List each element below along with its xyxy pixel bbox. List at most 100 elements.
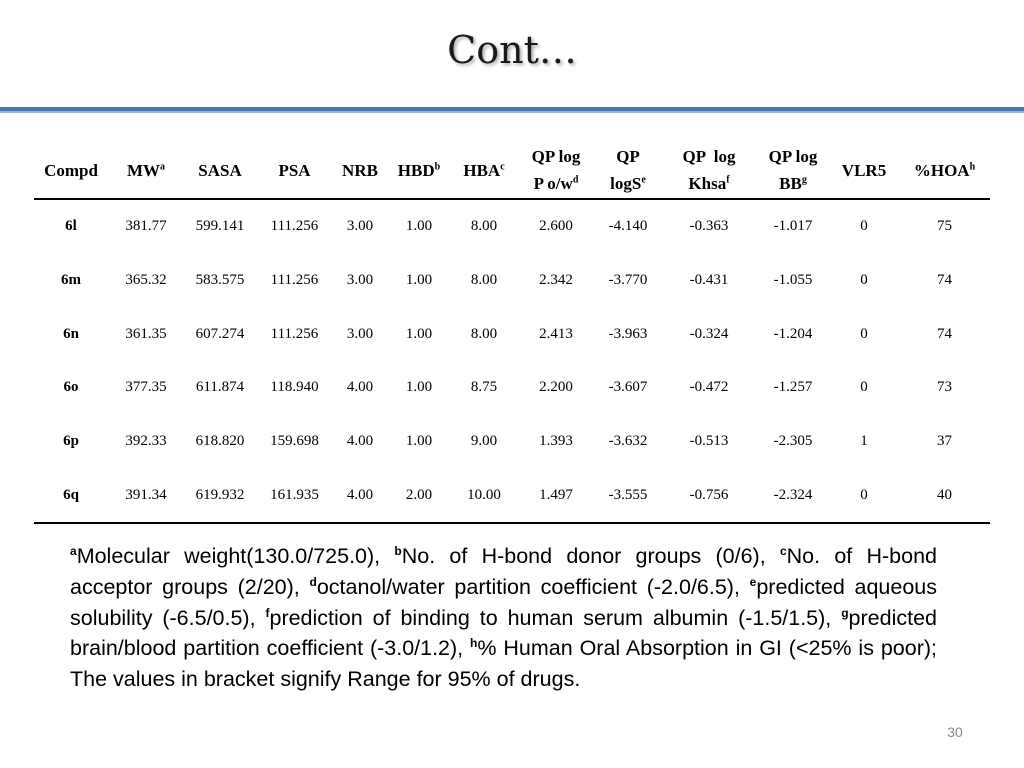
table-cell: 3.00 xyxy=(346,272,374,289)
title-divider xyxy=(0,107,1024,111)
footnote-mark-e: e xyxy=(749,574,757,589)
table-cell: 583.575 xyxy=(195,272,245,289)
header-qplogpow: QP log P o/wd xyxy=(517,142,595,200)
table-cell: 611.874 xyxy=(195,379,245,396)
table-cell: 161.935 xyxy=(256,468,333,525)
table-cell: 377.35 xyxy=(125,379,167,396)
footnote-h: % Human Oral Absorption in GI (<25% is p… xyxy=(70,636,937,692)
table-row: 6l 381.77 599.141 111.256 3.00 1.00 8.00 2.600 -… xyxy=(34,199,990,254)
table-cell: 118.940 xyxy=(270,379,319,396)
header-hoa: %HOAh xyxy=(899,142,990,200)
table-cell: 1.00 xyxy=(405,433,433,450)
page-number: 30 xyxy=(947,724,963,740)
footnote-e: predicted aqueous solubility (-6.5/0.5), xyxy=(70,574,937,630)
table-cell: 8.75 xyxy=(470,379,498,396)
table-cell: 381.77 xyxy=(125,218,167,235)
footnote-mark-d: d xyxy=(309,574,317,589)
table-cell: 4.00 xyxy=(333,468,387,525)
table-cell: 2.00 xyxy=(387,468,451,525)
table-cell: -1.257 xyxy=(773,379,813,396)
table-cell: 8.00 xyxy=(470,218,498,235)
footnote-a: Molecular weight(130.0/725.0), xyxy=(76,544,395,568)
header-psa: PSA xyxy=(256,142,333,200)
table-cell: -3.963 xyxy=(608,325,648,342)
header-qplogkhsa: QP log Khsaf xyxy=(661,142,757,200)
header-qplogs: QP logSe xyxy=(595,142,661,200)
footnote-mark-h: h xyxy=(470,636,478,651)
compound-cell: 6q xyxy=(34,468,108,525)
table-cell: -2.305 xyxy=(773,433,813,450)
table-cell: -3.632 xyxy=(608,433,648,450)
table-cell: -3.770 xyxy=(608,272,648,289)
table-row: 6q 391.34 619.932 161.935 4.00 2.00 10.00 1.497… xyxy=(34,468,990,525)
table-cell: -3.607 xyxy=(608,379,648,396)
table-cell: -0.472 xyxy=(689,379,729,396)
table-cell: 111.256 xyxy=(270,218,319,235)
table-cell: 74 xyxy=(937,325,952,342)
table-cell: 2.200 xyxy=(539,379,573,396)
table-cell: 8.00 xyxy=(470,272,498,289)
table-header-row: Compd MWa SASA PSA NRB HBDb HBAc QP log P… xyxy=(34,142,990,200)
table-cell: 392.33 xyxy=(125,433,167,450)
table-cell: 2.413 xyxy=(539,325,573,342)
header-mw: MWa xyxy=(108,142,184,200)
footnote-mark-f: f xyxy=(265,605,270,620)
table-cell: 159.698 xyxy=(270,433,319,450)
table-cell: -0.513 xyxy=(689,433,729,450)
table-cell: 4.00 xyxy=(346,379,374,396)
table-cell: -4.140 xyxy=(608,218,648,235)
table-row: 6o 377.35 611.874 118.940 4.00 1.00 8.75 2.200 -… xyxy=(34,361,990,415)
title-divider-light xyxy=(0,111,1024,113)
footnote-g: predicted brain/blood partition coeffici… xyxy=(70,605,937,661)
table-cell: 618.820 xyxy=(195,433,245,450)
table-cell: 1.00 xyxy=(405,272,433,289)
compound-cell: 6p xyxy=(63,433,79,450)
footnote-d: octanol/water partition coefficient (-2.… xyxy=(316,574,750,599)
table-cell: 74 xyxy=(937,272,952,289)
footnote-paragraph: aMolecular weight(130.0/725.0), bNo. of … xyxy=(70,541,937,695)
compound-cell: 6o xyxy=(63,379,79,396)
table-cell: 2.342 xyxy=(539,272,573,289)
footnote-b: No. of H-bond donor groups (0/6), xyxy=(401,544,780,568)
header-qplogbb: QP log BBg xyxy=(757,142,829,200)
table-cell: 10.00 xyxy=(451,468,517,525)
table-cell: -0.431 xyxy=(689,272,729,289)
footnote-c: No. of H-bond acceptor groups (2/20), xyxy=(70,544,937,599)
compound-cell: 6m xyxy=(61,272,81,289)
table-cell: 1.497 xyxy=(517,468,595,525)
compound-cell: 6n xyxy=(63,325,79,342)
table-cell: 40 xyxy=(899,468,990,525)
properties-table: Compd MWa SASA PSA NRB HBDb HBAc QP log P… xyxy=(34,142,990,525)
table-cell: -2.324 xyxy=(757,468,829,525)
table-row: 6n 361.35 607.274 111.256 3.00 1.00 8.00 2.413 -… xyxy=(34,307,990,361)
table-cell: 0 xyxy=(829,468,899,525)
table-cell: 3.00 xyxy=(346,218,374,235)
table-cell: 3.00 xyxy=(346,325,374,342)
compound-cell: 6l xyxy=(65,218,77,235)
table-cell: 365.32 xyxy=(125,272,167,289)
table-cell: 1.393 xyxy=(539,433,573,450)
table-cell: 8.00 xyxy=(470,325,498,342)
table-cell: 75 xyxy=(937,218,952,235)
header-sasa: SASA xyxy=(184,142,256,200)
table-cell: 619.932 xyxy=(184,468,256,525)
table-cell: 0 xyxy=(860,325,868,342)
table-row: 6p 392.33 618.820 159.698 4.00 1.00 9.00 1.393 -… xyxy=(34,415,990,469)
footnote-mark-c: c xyxy=(779,543,787,558)
table-cell: 607.274 xyxy=(195,325,245,342)
table-cell: 1.00 xyxy=(405,325,433,342)
table-cell: 73 xyxy=(937,379,952,396)
table-cell: 1.00 xyxy=(405,379,433,396)
table-cell: 4.00 xyxy=(346,433,374,450)
table-cell: 0 xyxy=(860,218,868,235)
table-cell: 0 xyxy=(860,272,868,289)
table-cell: 1 xyxy=(860,433,868,450)
footnote-mark-g: g xyxy=(841,605,849,620)
table-cell: 2.600 xyxy=(539,218,573,235)
header-compd: Compd xyxy=(34,142,108,200)
table-cell: -1.204 xyxy=(773,325,813,342)
table-cell: -1.055 xyxy=(773,272,813,289)
header-hbd: HBDb xyxy=(387,142,451,200)
table-cell: 391.34 xyxy=(108,468,184,525)
table-cell: 599.141 xyxy=(195,218,245,235)
